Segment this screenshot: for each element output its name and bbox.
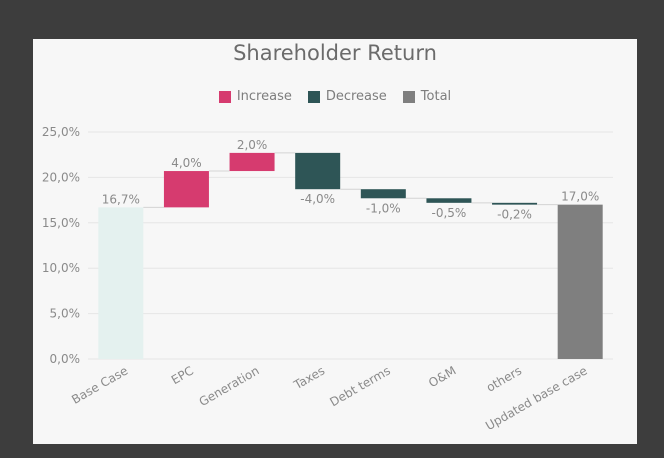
legend-item-decrease: Decrease (307, 89, 387, 104)
data-label: -4,0% (300, 192, 335, 206)
waterfall-chart: 0,0% 5,0% 10,0% 15,0% 20,0% 25,0% 16,7% 4,0% 2,0… (42, 125, 613, 433)
bar-decrease (360, 189, 406, 199)
data-label: 16,7% (102, 192, 140, 206)
legend-label-increase: Increase (236, 89, 292, 104)
x-tick-label: Debt terms (327, 363, 392, 409)
chart-card: Shareholder Return Increase Decrease Tot… (33, 39, 637, 444)
legend-item-total: Total (402, 89, 452, 104)
y-tick-label: 5,0% (50, 307, 81, 321)
y-tick-label: 20,0% (42, 170, 80, 184)
data-label: -1,0% (366, 201, 401, 215)
x-tick-label: Taxes (291, 363, 328, 392)
y-tick-label: 0,0% (50, 352, 81, 366)
y-tick-label: 15,0% (42, 216, 80, 230)
x-tick-label: O&M (426, 363, 458, 390)
x-tick-label: Base Case (69, 363, 130, 406)
x-tick-label: others (484, 363, 524, 394)
bar-decrease (492, 202, 538, 205)
bar-increase (163, 171, 209, 208)
legend-swatch-decrease (307, 90, 320, 103)
legend-label-total: Total (420, 89, 452, 104)
legend: Increase Decrease Total (33, 89, 637, 104)
legend-swatch-total (402, 90, 415, 103)
legend-label-decrease: Decrease (325, 89, 387, 104)
x-tick-label: Generation (197, 363, 262, 409)
data-label: -0,2% (497, 208, 532, 222)
bar-base (98, 207, 144, 359)
data-label: 2,0% (237, 138, 268, 152)
bar-total (557, 204, 603, 359)
legend-swatch-increase (218, 90, 231, 103)
data-label: -0,5% (432, 206, 467, 220)
y-tick-label: 10,0% (42, 261, 80, 275)
data-label: 17,0% (561, 190, 599, 204)
y-tick-label: 25,0% (42, 125, 80, 139)
bar-decrease (426, 198, 472, 203)
x-tick-label: EPC (169, 363, 196, 387)
data-label: 4,0% (171, 156, 202, 170)
chart-title: Shareholder Return (233, 41, 437, 65)
bar-increase (229, 152, 275, 172)
bar-decrease (295, 152, 341, 190)
legend-item-increase: Increase (218, 89, 292, 104)
